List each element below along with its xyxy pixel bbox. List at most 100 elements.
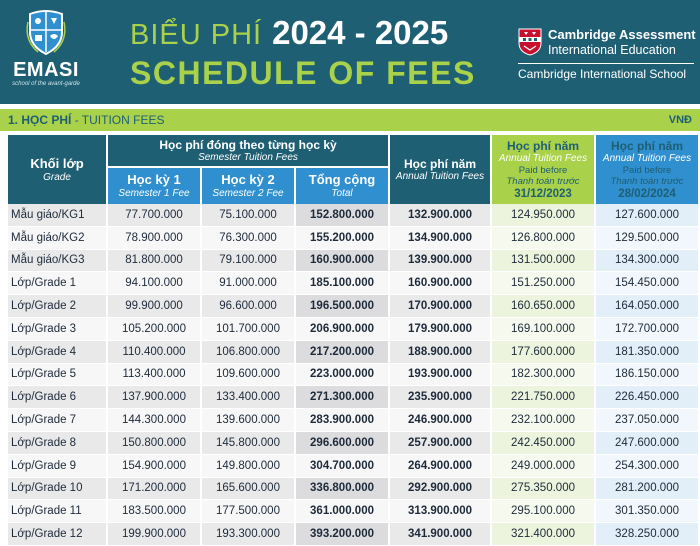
- grade-cell: Lớp/Grade 2: [8, 295, 106, 318]
- fee-cell: 235.900.000: [390, 386, 491, 410]
- table-row: Lớp/Grade 5 113.400.000 109.600.000 223.000…: [8, 363, 699, 387]
- fee-cell: 296.600.000: [296, 431, 389, 455]
- fee-cell: 79.100.000: [202, 249, 294, 273]
- page-header: EMASI school of the avant-garde BIỂU PHÍ…: [0, 0, 700, 104]
- fee-cell: 75.100.000: [202, 204, 294, 227]
- fee-cell: 179.900.000: [390, 317, 491, 341]
- title-vietnamese: BIỂU PHÍ: [130, 19, 263, 51]
- header-early-payment-2: Học phí năm Annual Tuition Fees Paid bef…: [596, 135, 699, 204]
- fee-cell: 165.600.000: [202, 477, 294, 501]
- cambridge-line2: International Education: [548, 43, 676, 57]
- fee-cell: 172.700.000: [596, 317, 699, 341]
- fee-cell: 137.900.000: [108, 386, 200, 410]
- fee-cell: 144.300.000: [108, 409, 200, 432]
- cambridge-branding: Cambridge Assessment International Educa…: [518, 27, 698, 81]
- fee-cell: 304.700.000: [296, 454, 389, 478]
- fee-cell: 177.600.000: [492, 340, 595, 364]
- table-row: Lớp/Grade 10 171.200.000 165.600.000 336.80…: [8, 477, 699, 501]
- fee-cell: 232.100.000: [492, 409, 595, 432]
- fee-cell: 77.700.000: [108, 204, 200, 227]
- fee-cell: 105.200.000: [108, 317, 200, 341]
- fee-cell: 247.600.000: [596, 431, 699, 455]
- fee-cell: 188.900.000: [390, 340, 491, 364]
- fee-cell: 171.200.000: [108, 477, 200, 501]
- grade-cell: Lớp/Grade 1: [8, 272, 106, 296]
- fee-cell: 151.250.000: [492, 272, 595, 296]
- fee-cell: 132.900.000: [390, 204, 491, 227]
- fee-cell: 193.900.000: [390, 363, 491, 387]
- table-row: Lớp/Grade 11 183.500.000 177.500.000 361.00…: [8, 500, 699, 524]
- table-row: Mẫu giáo/KG1 77.700.000 75.100.000 152.800.…: [8, 204, 699, 227]
- fee-cell: 154.450.000: [596, 272, 699, 296]
- logo-tagline: school of the avant-garde: [12, 81, 80, 87]
- fee-cell: 106.800.000: [202, 340, 294, 364]
- table-row: Lớp/Grade 4 110.400.000 106.800.000 217.200…: [8, 340, 699, 364]
- fee-cell: 155.200.000: [296, 226, 389, 250]
- fee-cell: 295.100.000: [492, 500, 595, 524]
- fee-cell: 196.500.000: [296, 295, 389, 318]
- fee-cell: 292.900.000: [390, 477, 491, 501]
- fee-cell: 199.900.000: [108, 523, 200, 546]
- grade-cell: Lớp/Grade 4: [8, 340, 106, 364]
- fee-cell: 221.750.000: [492, 386, 595, 410]
- title-english: SCHEDULE OF FEES: [130, 55, 476, 91]
- table-row: Lớp/Grade 1 94.100.000 91.000.000 185.100.0…: [8, 272, 699, 296]
- fee-cell: 183.500.000: [108, 500, 200, 524]
- page-title: BIỂU PHÍ 2024 - 2025 SCHEDULE OF FEES: [130, 14, 510, 92]
- fee-cell: 76.300.000: [202, 226, 294, 250]
- fee-cell: 134.300.000: [596, 249, 699, 273]
- grade-cell: Lớp/Grade 6: [8, 386, 106, 410]
- fee-cell: 182.300.000: [492, 363, 595, 387]
- fee-cell: 341.900.000: [390, 523, 491, 546]
- grade-cell: Lớp/Grade 5: [8, 363, 106, 387]
- fee-cell: 139.600.000: [202, 409, 294, 432]
- fee-cell: 152.800.000: [296, 204, 389, 227]
- section-bar: 1. HỌC PHÍ - TUITION FEES VNĐ: [0, 109, 700, 131]
- fee-cell: 91.000.000: [202, 272, 294, 296]
- fee-cell: 254.300.000: [596, 454, 699, 478]
- fee-cell: 160.900.000: [390, 272, 491, 296]
- header-grade: Khối lớp Grade: [8, 135, 106, 204]
- fee-cell: 145.800.000: [202, 431, 294, 455]
- fee-cell: 126.800.000: [492, 226, 595, 250]
- logo-wordmark: EMASI: [13, 59, 79, 81]
- grade-cell: Lớp/Grade 10: [8, 477, 106, 501]
- fee-cell: 150.800.000: [108, 431, 200, 455]
- fee-cell: 181.350.000: [596, 340, 699, 364]
- fee-cell: 160.900.000: [296, 249, 389, 273]
- table-row: Mẫu giáo/KG2 78.900.000 76.300.000 155.200.…: [8, 226, 699, 250]
- table-row: Lớp/Grade 9 154.900.000 149.800.000 304.700…: [8, 454, 699, 478]
- fee-cell: 301.350.000: [596, 500, 699, 524]
- fee-cell: 283.900.000: [296, 409, 389, 432]
- fee-cell: 154.900.000: [108, 454, 200, 478]
- cambridge-divider: [518, 63, 694, 64]
- fee-cell: 113.400.000: [108, 363, 200, 387]
- fee-cell: 129.500.000: [596, 226, 699, 250]
- fee-cell: 271.300.000: [296, 386, 389, 410]
- fee-cell: 321.400.000: [492, 523, 595, 546]
- title-year: 2024 - 2025: [272, 14, 449, 51]
- fee-cell: 101.700.000: [202, 317, 294, 341]
- grade-cell: Mẫu giáo/KG2: [8, 226, 106, 250]
- fee-cell: 134.900.000: [390, 226, 491, 250]
- fee-cell: 164.050.000: [596, 295, 699, 318]
- table-row: Mẫu giáo/KG3 81.800.000 79.100.000 160.900.…: [8, 249, 699, 273]
- table-row: Lớp/Grade 2 99.900.000 96.600.000 196.500.0…: [8, 295, 699, 318]
- fee-cell: 249.000.000: [492, 454, 595, 478]
- fee-cell: 139.900.000: [390, 249, 491, 273]
- emasi-logo: EMASI school of the avant-garde: [6, 6, 86, 100]
- fee-cell: 264.900.000: [390, 454, 491, 478]
- cambridge-shield-icon: [518, 28, 542, 56]
- fee-cell: 81.800.000: [108, 249, 200, 273]
- cambridge-line1: Cambridge Assessment: [548, 27, 696, 42]
- header-semester-1: Học kỳ 1 Semester 1 Fee: [108, 168, 200, 204]
- header-total: Tổng cộng Total: [296, 168, 389, 204]
- table-row: Lớp/Grade 3 105.200.000 101.700.000 206.900…: [8, 317, 699, 341]
- fee-cell: 242.450.000: [492, 431, 595, 455]
- fee-cell: 361.000.000: [296, 500, 389, 524]
- table-row: Lớp/Grade 7 144.300.000 139.600.000 283.900…: [8, 409, 699, 432]
- table-row: Lớp/Grade 8 150.800.000 145.800.000 296.600…: [8, 431, 699, 455]
- grade-cell: Lớp/Grade 11: [8, 500, 106, 524]
- header-early-payment-1: Học phí năm Annual Tuition Fees Paid bef…: [492, 135, 595, 204]
- cambridge-school: Cambridge International School: [518, 67, 687, 81]
